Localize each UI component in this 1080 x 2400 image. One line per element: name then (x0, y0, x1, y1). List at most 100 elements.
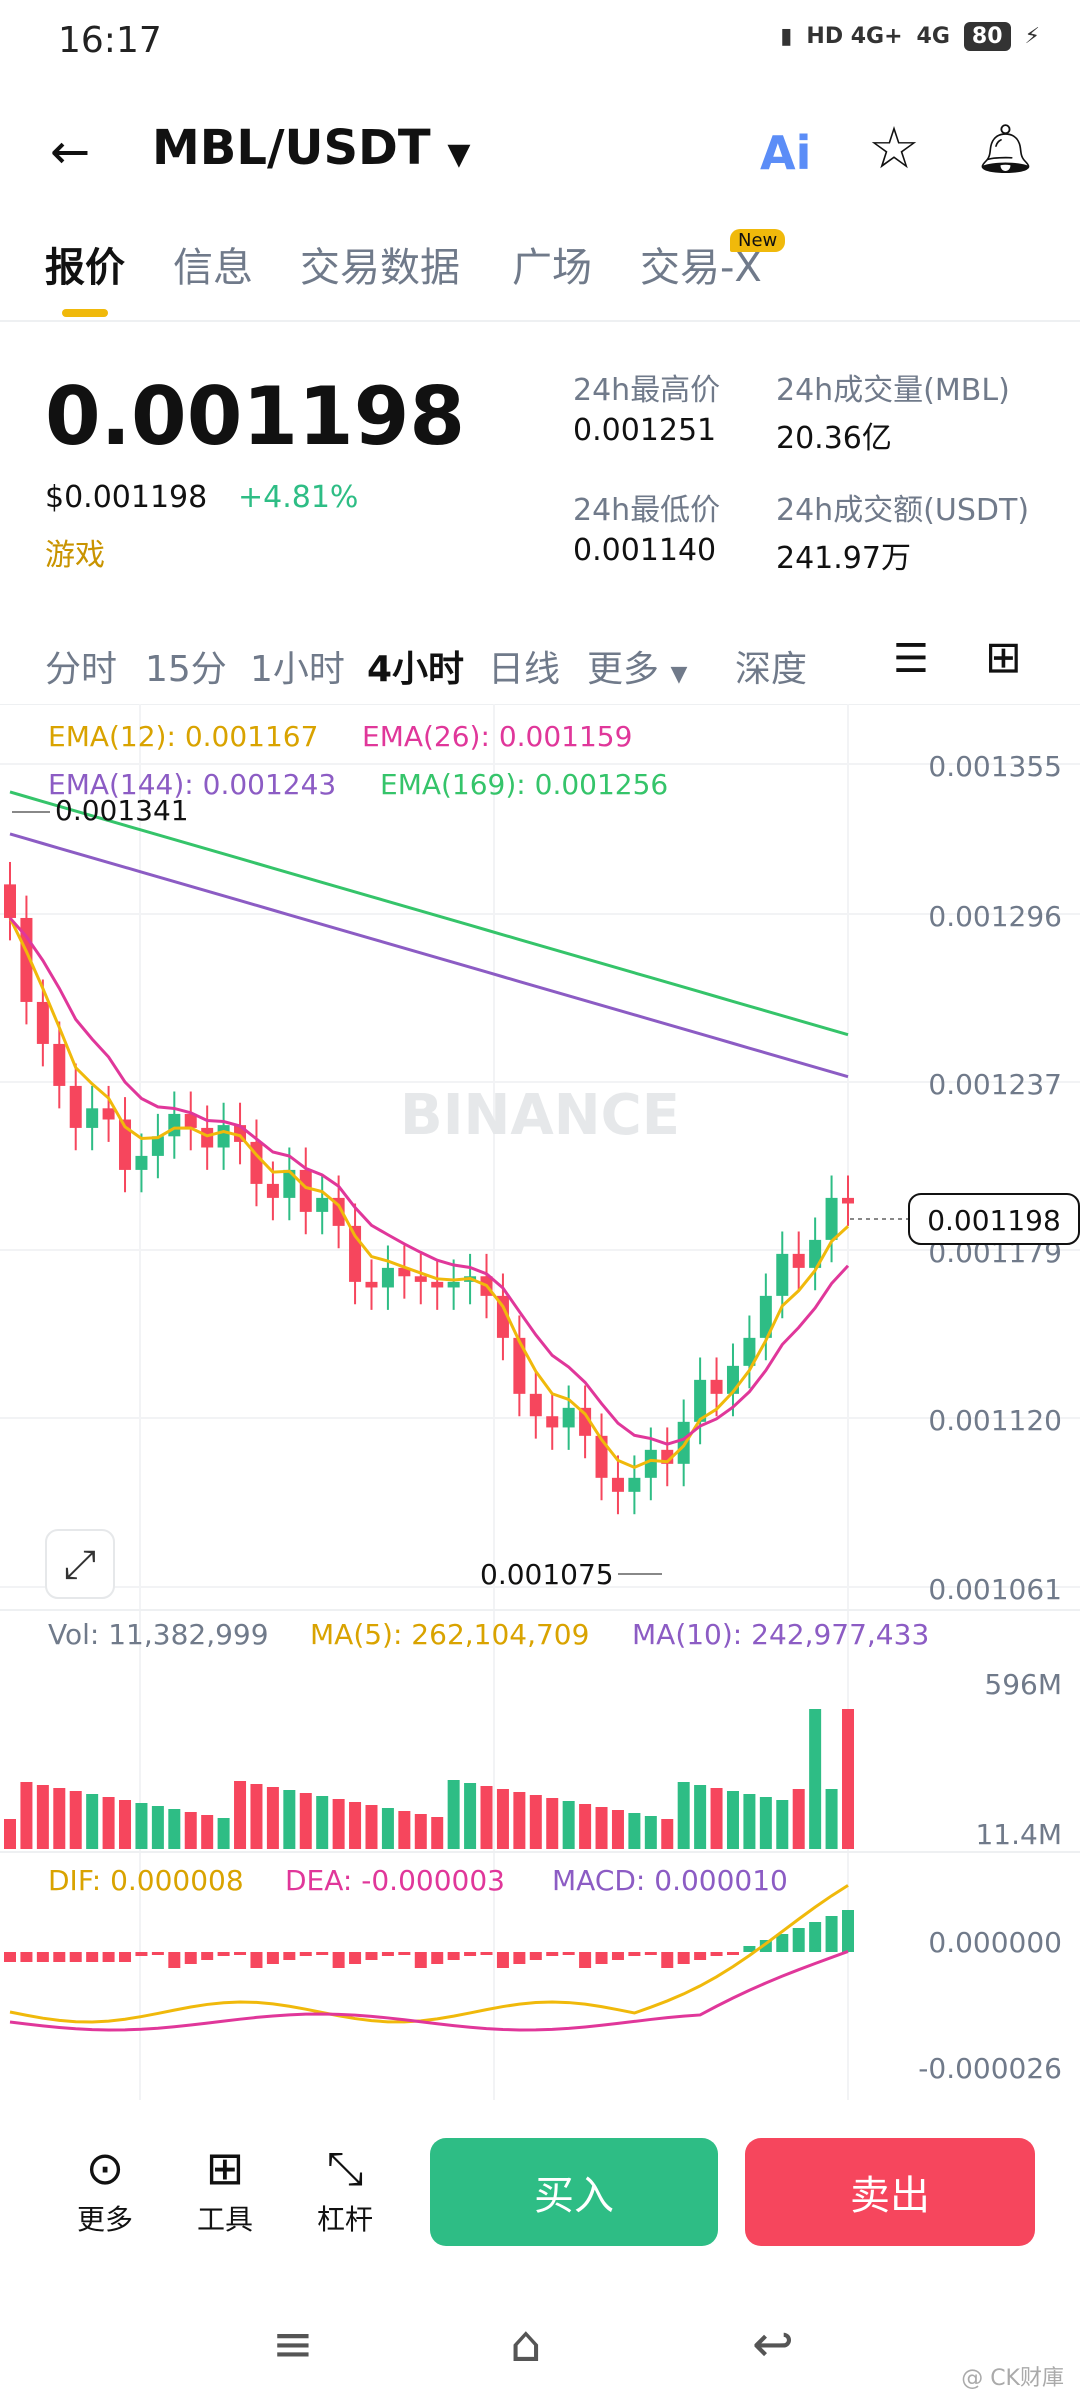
leverage-label: 杠杆 (316, 2203, 373, 2236)
header: ← MBL/USDT ▼ Ai ☆ 🔔︎ (0, 100, 1080, 200)
candle-20 (332, 1197, 345, 1226)
tools-button[interactable]: ⊞ 工具 (170, 2138, 280, 2238)
volume-bar-30 (496, 1789, 509, 1849)
menu-icon[interactable]: ≡ (272, 2315, 314, 2373)
candle-42 (694, 1379, 707, 1422)
macd-bar-48 (792, 1928, 805, 1952)
macd-bar-13 (217, 1952, 230, 1956)
kline-chart[interactable]: BINANCE EMA(12): 0.001167 EMA(26): 0.001… (0, 704, 1080, 2104)
candle-19 (316, 1197, 329, 1212)
macd-value-label: MACD: 0.000010 (552, 1864, 788, 1897)
bell-icon[interactable]: 🔔︎ (975, 121, 1036, 177)
low-value: 0.001140 (573, 533, 717, 568)
high-label: 24h最高价 (573, 373, 721, 408)
macd-bar-19 (316, 1952, 329, 1955)
vibrate-icon: ▮ (780, 24, 793, 49)
candle-7 (119, 1119, 132, 1170)
interval-more[interactable]: 更多 ▼ (587, 649, 688, 690)
volume-bar-27 (447, 1780, 460, 1849)
ema169-line (9, 790, 849, 1037)
interval-1h[interactable]: 1小时 (250, 649, 345, 690)
macd-bar-34 (562, 1952, 575, 1955)
charging-icon: ⚡ (1024, 24, 1040, 49)
candle-2 (36, 1001, 49, 1044)
candle-36 (595, 1435, 608, 1478)
interval-time[interactable]: 分时 (45, 649, 118, 690)
volume-bar-43 (710, 1788, 723, 1849)
volume-bar-14 (234, 1781, 247, 1849)
candle-38 (628, 1477, 641, 1492)
macd-tick-0: 0.000000 (928, 1926, 1062, 1959)
volume-bar-44 (726, 1791, 739, 1849)
caret-down-icon: ▼ (670, 662, 688, 687)
tab-indicator (62, 309, 108, 317)
price-change: +4.81% (238, 480, 359, 515)
macd-bar-33 (546, 1952, 559, 1956)
buy-button[interactable]: 买入 (430, 2138, 718, 2246)
tab-info[interactable]: 信息 (173, 245, 253, 291)
expand-icon: ⤢ (64, 1542, 96, 1588)
candle-30 (496, 1295, 509, 1338)
interval-15m[interactable]: 15分 (145, 649, 227, 690)
volume-bar-38 (628, 1813, 641, 1849)
tab-quote[interactable]: 报价 (45, 245, 125, 291)
candle-23 (381, 1267, 394, 1288)
candle-10 (168, 1113, 181, 1137)
more-button[interactable]: ⊙ 更多 (50, 2138, 160, 2238)
candle-17 (283, 1169, 296, 1198)
leverage-icon: ⤡ (326, 2141, 364, 2195)
interval-1d[interactable]: 日线 (488, 649, 561, 690)
status-indicators: ▮ HD 4G+ 4G 80 ⚡ (780, 22, 1040, 51)
volume-bar-2 (36, 1785, 49, 1849)
volume-bar-7 (119, 1800, 132, 1849)
more-label: 更多 (76, 2203, 133, 2236)
back-nav-icon[interactable]: ↩ (752, 2315, 794, 2373)
macd-bar-10 (168, 1952, 181, 1968)
candle-22 (365, 1281, 378, 1288)
macd-bar-31 (513, 1952, 526, 1964)
star-icon[interactable]: ☆ (868, 114, 920, 182)
category-tag[interactable]: 游戏 (45, 538, 105, 573)
indicator-settings-icon[interactable]: ☰ (893, 636, 929, 682)
volume-bar-21 (349, 1802, 362, 1849)
volume-bar-41 (677, 1782, 690, 1849)
volume-bar-19 (316, 1796, 329, 1849)
leverage-button[interactable]: ⤡ 杠杆 (290, 2138, 400, 2238)
volume-bar-26 (431, 1817, 444, 1849)
volume-bar-37 (611, 1810, 624, 1849)
arrow-left-icon[interactable]: ← (50, 124, 91, 180)
tab-trading-data[interactable]: 交易数据 (300, 245, 460, 291)
macd-bar-43 (710, 1952, 723, 1956)
volume-label: Vol: 11,382,999 (48, 1618, 269, 1651)
macd-bar-30 (496, 1952, 509, 1968)
macd-bar-25 (414, 1952, 427, 1968)
tab-trade-x[interactable]: 交易-X (640, 245, 762, 291)
candle-49 (809, 1239, 822, 1268)
interval-4h[interactable]: 4小时 (367, 649, 465, 690)
volume-bar-50 (825, 1789, 838, 1849)
volume-bar-10 (168, 1809, 181, 1849)
candle-32 (529, 1393, 542, 1417)
ema144-label: EMA(144): 0.001243 (48, 768, 336, 801)
macd-bar-4 (69, 1952, 82, 1962)
macd-dif-label: DIF: 0.000008 (48, 1864, 244, 1897)
low-label: 24h最低价 (573, 493, 721, 528)
volume-bar-23 (381, 1808, 394, 1849)
home-icon[interactable]: ⌂ (510, 2315, 542, 2373)
volume-bar-12 (201, 1815, 214, 1849)
candle-8 (135, 1155, 148, 1170)
ai-icon[interactable]: Ai (760, 126, 812, 180)
tab-square[interactable]: 广场 (512, 245, 592, 291)
binance-watermark: BINANCE (400, 1083, 680, 1148)
candle-3 (53, 1043, 66, 1086)
candle-43 (710, 1379, 723, 1394)
pair-selector[interactable]: MBL/USDT ▼ (152, 120, 471, 176)
grid-icon[interactable]: ⊞ (985, 632, 1022, 683)
fullscreen-button[interactable] (45, 1529, 115, 1599)
macd-bar-11 (184, 1952, 197, 1964)
interval-depth[interactable]: 深度 (735, 649, 808, 690)
sell-button[interactable]: 卖出 (745, 2138, 1035, 2246)
volume-bar-13 (217, 1818, 230, 1849)
volume-bar-3 (53, 1788, 66, 1849)
candle-46 (759, 1295, 772, 1338)
